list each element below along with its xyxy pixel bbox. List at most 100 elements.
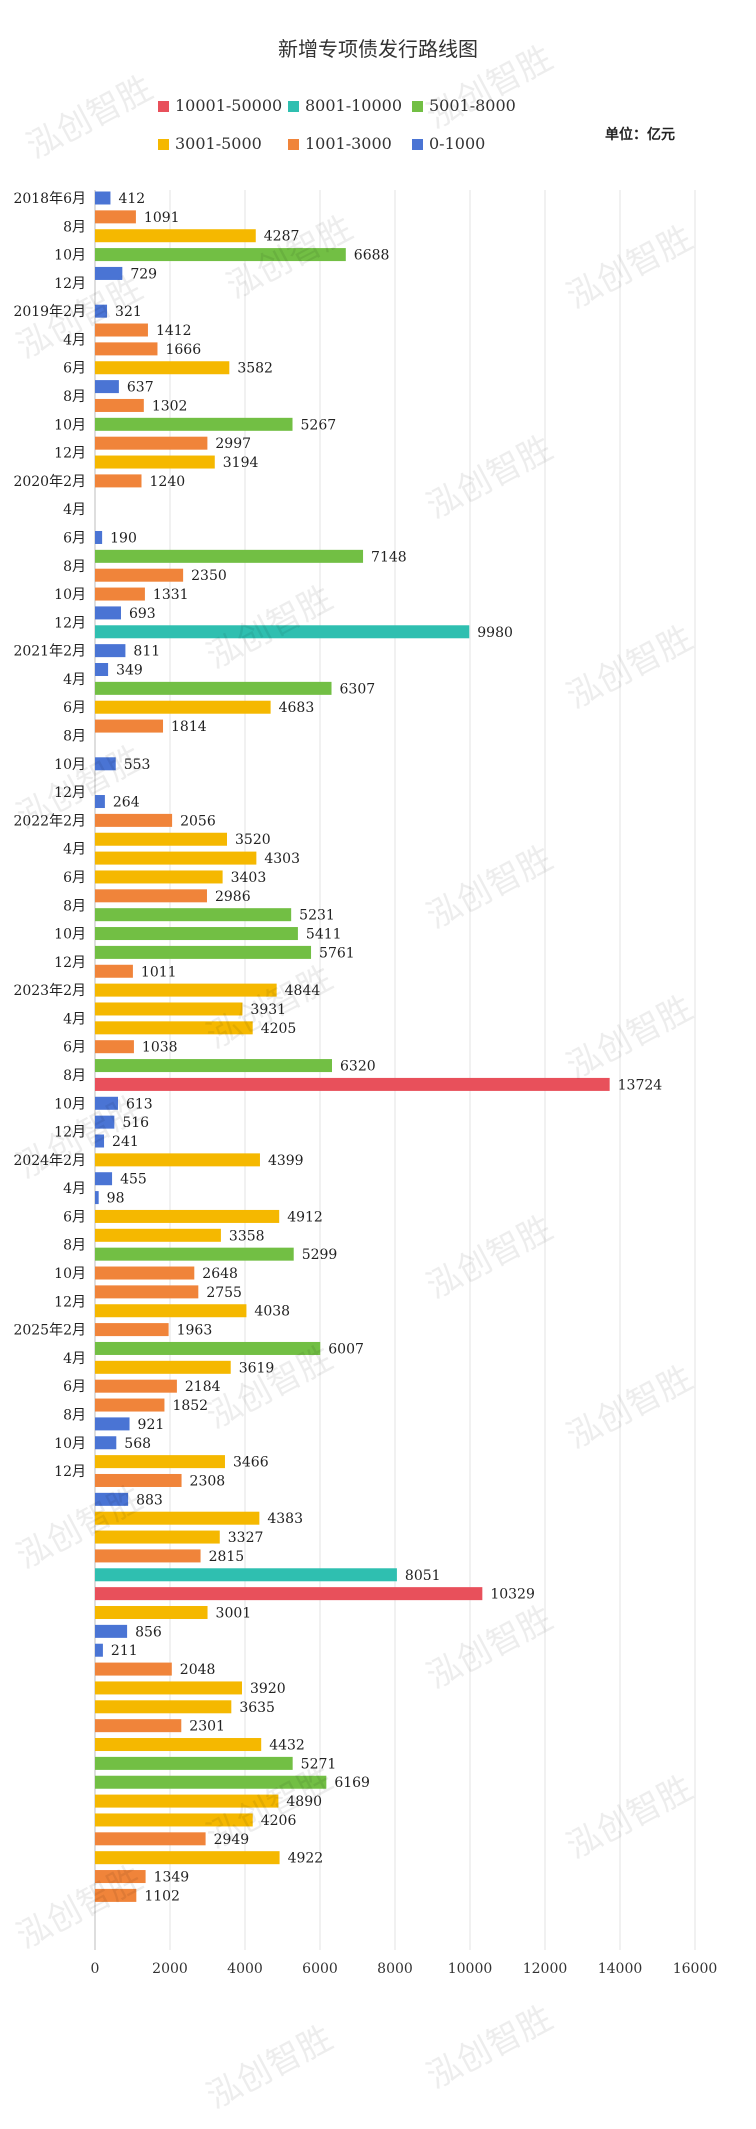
bar (95, 1738, 262, 1752)
bar-value-label: 2986 (215, 889, 251, 905)
bar (95, 1775, 327, 1789)
bar-value-label: 637 (127, 380, 154, 396)
bar (95, 908, 292, 922)
bar (95, 304, 108, 318)
bar-value-label: 4303 (264, 851, 300, 867)
bar-value-label: 13724 (618, 1077, 663, 1093)
bar (95, 1379, 177, 1393)
bar (95, 644, 126, 658)
x-tick-label: 10000 (448, 1961, 493, 1977)
category-label: 8月 (63, 389, 86, 405)
bar (95, 1040, 134, 1054)
legend-swatch (158, 101, 169, 112)
category-label: 12月 (54, 955, 86, 971)
bar (95, 549, 364, 563)
bar-value-label: 4206 (261, 1813, 297, 1829)
bar (95, 380, 119, 394)
category-label: 4月 (63, 502, 86, 518)
bar-value-label: 3466 (233, 1455, 269, 1471)
bar-value-label: 264 (113, 795, 140, 811)
bar-value-label: 4912 (287, 1209, 323, 1225)
category-label: 8月 (63, 729, 86, 745)
legend-label: 3001-5000 (175, 134, 262, 153)
bar-value-label: 693 (129, 606, 156, 622)
bar (95, 361, 230, 375)
category-label: 12月 (54, 1294, 86, 1310)
bar-value-label: 856 (135, 1624, 162, 1640)
bar-value-label: 613 (126, 1096, 153, 1112)
bar (95, 1360, 231, 1374)
bar (95, 1719, 182, 1733)
bar-value-label: 8051 (405, 1568, 441, 1584)
bar-value-label: 1011 (141, 964, 177, 980)
bar (95, 342, 158, 356)
bar (95, 1172, 113, 1186)
bar (95, 851, 257, 865)
category-label: 12月 (54, 446, 86, 462)
bar (95, 1624, 128, 1638)
bar (95, 398, 144, 412)
category-label: 2021年2月 (13, 644, 86, 660)
bar-value-label: 10329 (490, 1587, 535, 1603)
category-label: 4月 (63, 1181, 86, 1197)
x-tick-label: 12000 (523, 1961, 568, 1977)
bar-value-label: 4432 (269, 1738, 305, 1754)
category-label: 2023年2月 (13, 983, 86, 999)
bar (95, 248, 346, 262)
unit-label: 单位：亿元 (605, 126, 675, 143)
bar (95, 1285, 199, 1299)
bar (95, 1077, 610, 1091)
bar-value-label: 9980 (477, 625, 513, 641)
bar (95, 1115, 115, 1129)
category-label: 8月 (63, 1407, 86, 1423)
bar (95, 266, 123, 280)
bar (95, 530, 103, 544)
category-label: 6月 (63, 1209, 86, 1225)
bar-value-label: 3403 (231, 870, 267, 886)
category-label: 12月 (54, 1464, 86, 1480)
bar-value-label: 241 (112, 1134, 139, 1150)
legend-label: 10001-50000 (175, 96, 282, 115)
category-label: 2018年6月 (13, 191, 86, 207)
category-label: 4月 (63, 1011, 86, 1027)
bar-value-label: 3001 (216, 1606, 252, 1622)
bar-value-label: 883 (136, 1492, 163, 1508)
bar-value-label: 5267 (301, 417, 337, 433)
bar-value-label: 1349 (154, 1870, 190, 1886)
bar-value-label: 3520 (235, 832, 271, 848)
bars: 412 1091 4287 6688 729 321 1412 1666 3582 637 1302… (95, 191, 662, 1904)
bar-value-label: 98 (107, 1191, 125, 1207)
legend-label: 5001-8000 (429, 96, 516, 115)
category-label: 8月 (63, 1068, 86, 1084)
bar (95, 210, 136, 224)
category-label: 8月 (63, 219, 86, 235)
legend-swatch (158, 139, 169, 150)
bar-value-label: 2048 (180, 1662, 216, 1678)
bar (95, 417, 293, 431)
bar (95, 1398, 165, 1412)
category-label: 10月 (54, 1266, 86, 1282)
bar-value-label: 412 (118, 191, 145, 207)
bar (95, 568, 184, 582)
bar (95, 1700, 232, 1714)
legend-label: 0-1000 (429, 134, 485, 153)
bar (95, 832, 227, 846)
bar (95, 1832, 206, 1846)
category-label: 6月 (63, 530, 86, 546)
legend-swatch (288, 101, 299, 112)
bar (95, 587, 145, 601)
bar-value-label: 4383 (267, 1511, 303, 1527)
bar-value-label: 5231 (299, 908, 335, 924)
bar-value-label: 211 (111, 1643, 138, 1659)
bar-value-label: 1963 (177, 1323, 213, 1339)
bar (95, 700, 271, 714)
bar (95, 606, 121, 620)
bar-value-label: 4890 (286, 1794, 322, 1810)
bar-value-label: 5299 (302, 1247, 338, 1263)
category-label: 6月 (63, 700, 86, 716)
bar-value-label: 4038 (254, 1304, 290, 1320)
category-label: 4月 (63, 1351, 86, 1367)
bar-value-label: 6169 (334, 1775, 370, 1791)
bar (95, 1870, 146, 1884)
bar (95, 1587, 483, 1601)
